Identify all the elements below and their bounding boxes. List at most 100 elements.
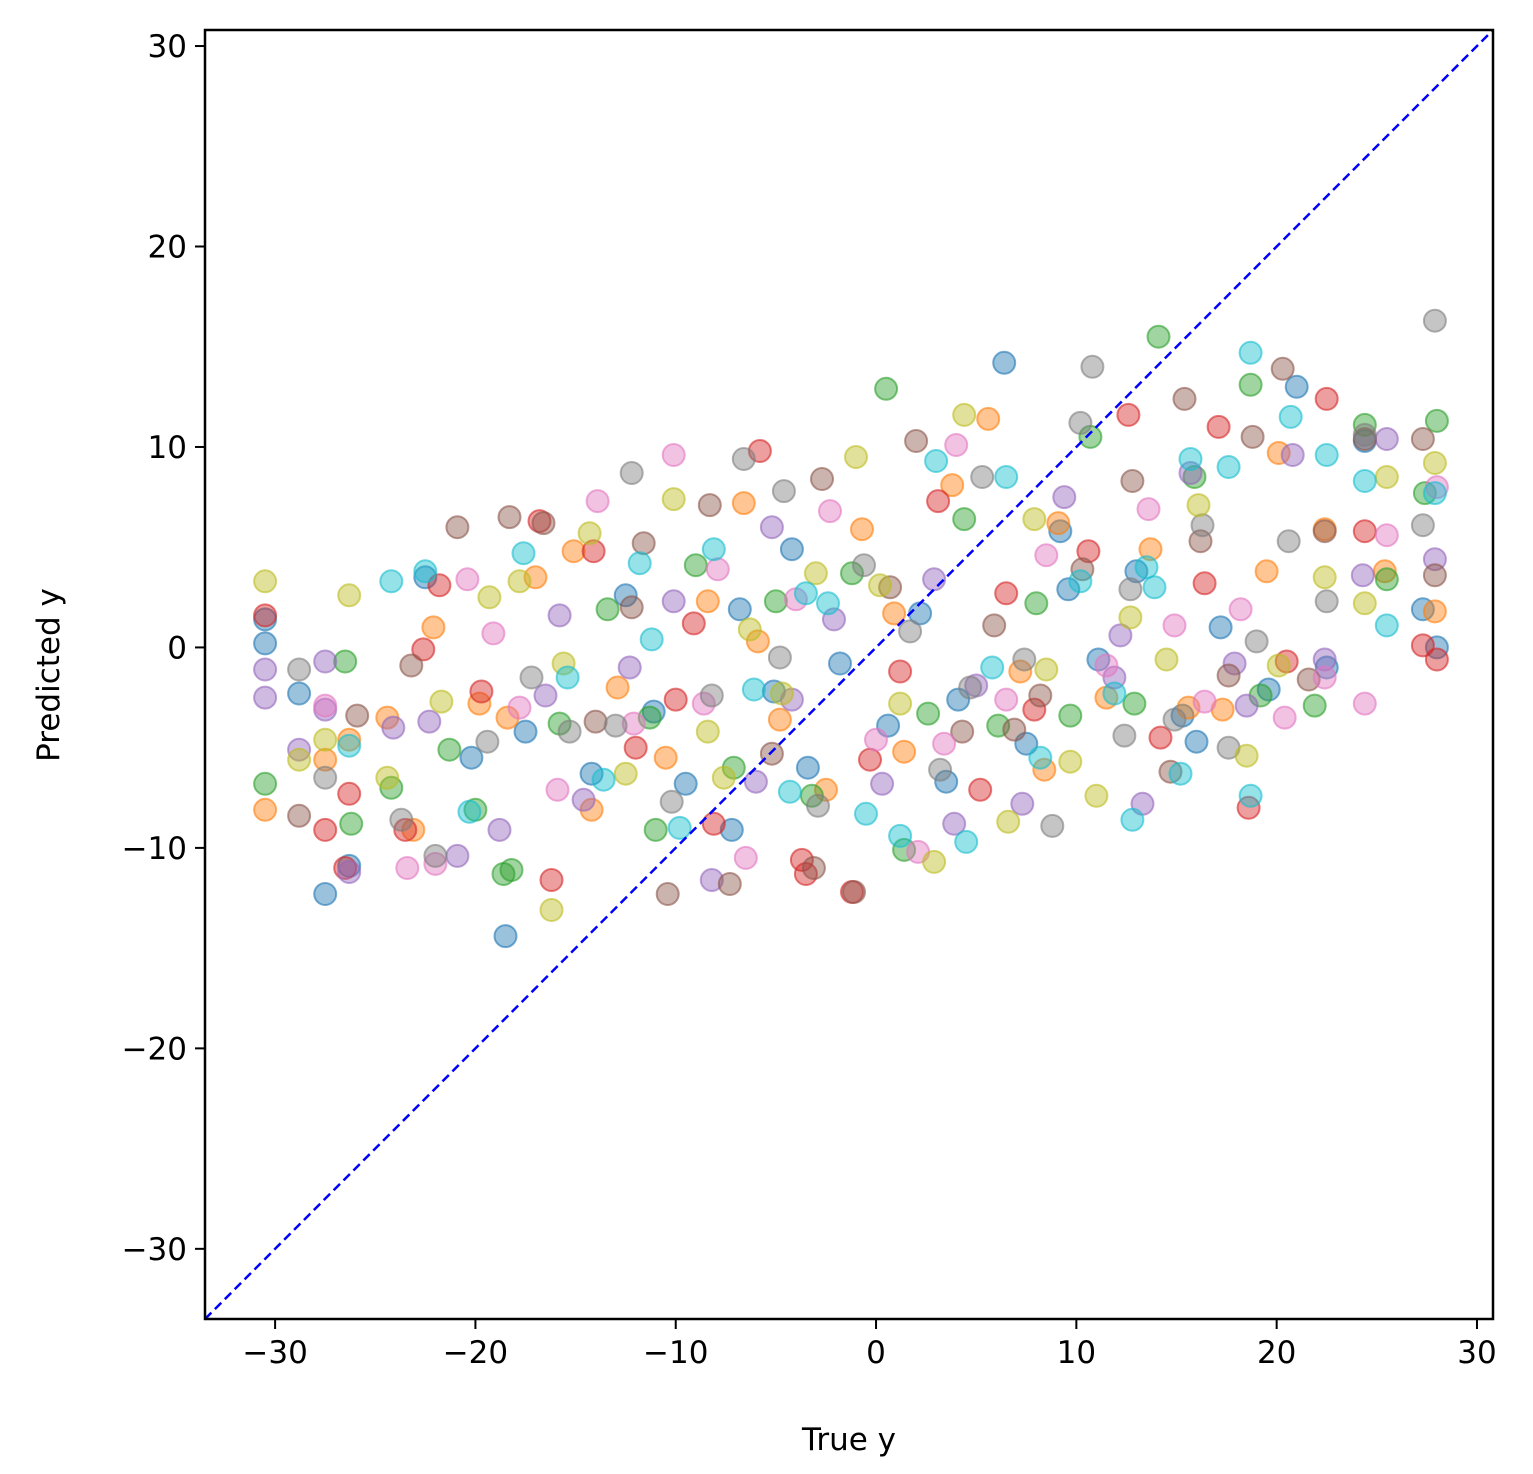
- data-point: [591, 767, 616, 792]
- data-point: [942, 811, 967, 836]
- data-point: [882, 601, 907, 626]
- data-point: [423, 843, 448, 868]
- data-point: [1350, 563, 1375, 588]
- data-point: [545, 777, 570, 802]
- data-point: [661, 589, 686, 614]
- data-point: [1046, 511, 1071, 536]
- data-point: [926, 489, 951, 514]
- data-point: [711, 765, 736, 790]
- data-point: [253, 631, 278, 656]
- data-point: [1076, 539, 1101, 564]
- data-point: [253, 569, 278, 594]
- data-point: [1162, 613, 1187, 638]
- data-point: [844, 445, 868, 469]
- data-point: [621, 711, 646, 736]
- data-point: [952, 507, 977, 532]
- data-point: [1276, 529, 1301, 554]
- data-point: [1154, 647, 1179, 672]
- y-tick-label: 30: [148, 29, 187, 65]
- data-point: [958, 675, 983, 700]
- data-point: [413, 559, 438, 584]
- data-point: [333, 856, 358, 880]
- data-point: [1116, 402, 1141, 427]
- data-point: [661, 443, 686, 467]
- data-point: [417, 709, 442, 734]
- data-point: [934, 769, 959, 794]
- data-point: [653, 745, 678, 770]
- data-point: [1172, 386, 1197, 411]
- data-point: [970, 465, 995, 489]
- data-point: [1216, 663, 1241, 688]
- data-point: [1146, 324, 1171, 349]
- data-point: [733, 845, 758, 870]
- data-point: [337, 733, 362, 758]
- data-point: [1352, 469, 1377, 493]
- data-point: [287, 657, 312, 682]
- data-point: [313, 727, 338, 752]
- y-tick-label: −20: [122, 1031, 187, 1067]
- data-point: [1142, 575, 1167, 600]
- data-point: [1352, 691, 1377, 716]
- data-point: [1022, 507, 1047, 532]
- data-point: [287, 681, 312, 706]
- data-point: [253, 603, 278, 628]
- data-point: [381, 715, 406, 740]
- data-point: [539, 868, 564, 892]
- data-point: [994, 687, 1019, 712]
- data-point: [1422, 563, 1447, 588]
- series-6: [313, 433, 1449, 880]
- y-axis: −30 −20 −10 0 10 20 30: [122, 29, 205, 1268]
- data-point: [1314, 589, 1339, 614]
- data-point: [1138, 537, 1163, 562]
- data-point: [1238, 340, 1263, 365]
- x-tick-label: −30: [242, 1335, 307, 1371]
- data-point: [1178, 447, 1203, 471]
- data-point: [655, 882, 680, 906]
- data-point: [1284, 374, 1309, 399]
- data-point: [1422, 599, 1447, 624]
- data-point: [745, 629, 770, 654]
- data-point: [898, 619, 923, 644]
- data-point: [337, 727, 362, 752]
- data-point: [561, 539, 586, 564]
- data-point: [932, 731, 957, 756]
- data-point: [627, 551, 652, 576]
- data-point: [1162, 707, 1187, 732]
- data-point: [1186, 493, 1211, 518]
- data-point: [399, 653, 424, 678]
- data-point: [1244, 629, 1269, 654]
- data-point: [1410, 513, 1435, 538]
- data-point: [1168, 761, 1193, 786]
- data-point: [533, 683, 558, 708]
- data-point: [801, 856, 826, 880]
- data-point: [1352, 422, 1377, 447]
- data-point: [888, 823, 913, 848]
- data-point: [337, 583, 362, 608]
- data-point: [253, 685, 278, 710]
- data-point: [1314, 386, 1339, 411]
- data-point: [337, 781, 362, 806]
- data-point: [1208, 615, 1233, 640]
- data-point: [922, 567, 947, 592]
- data-point: [481, 621, 506, 646]
- data-point: [874, 376, 899, 401]
- data-point: [763, 589, 788, 614]
- data-point: [617, 655, 642, 680]
- data-point: [1184, 729, 1209, 754]
- data-point: [613, 761, 638, 786]
- data-point: [507, 569, 532, 594]
- data-point: [1002, 717, 1027, 742]
- data-point: [429, 689, 454, 714]
- data-point: [719, 817, 744, 842]
- data-point: [643, 817, 668, 842]
- data-point: [795, 755, 820, 780]
- data-point: [437, 737, 462, 762]
- data-point: [828, 651, 852, 676]
- data-point: [922, 849, 947, 874]
- data-point: [1302, 693, 1327, 718]
- data-point: [379, 569, 404, 594]
- data-point: [924, 449, 949, 473]
- data-point: [1312, 647, 1337, 672]
- data-point: [1374, 465, 1399, 489]
- data-point: [968, 777, 993, 802]
